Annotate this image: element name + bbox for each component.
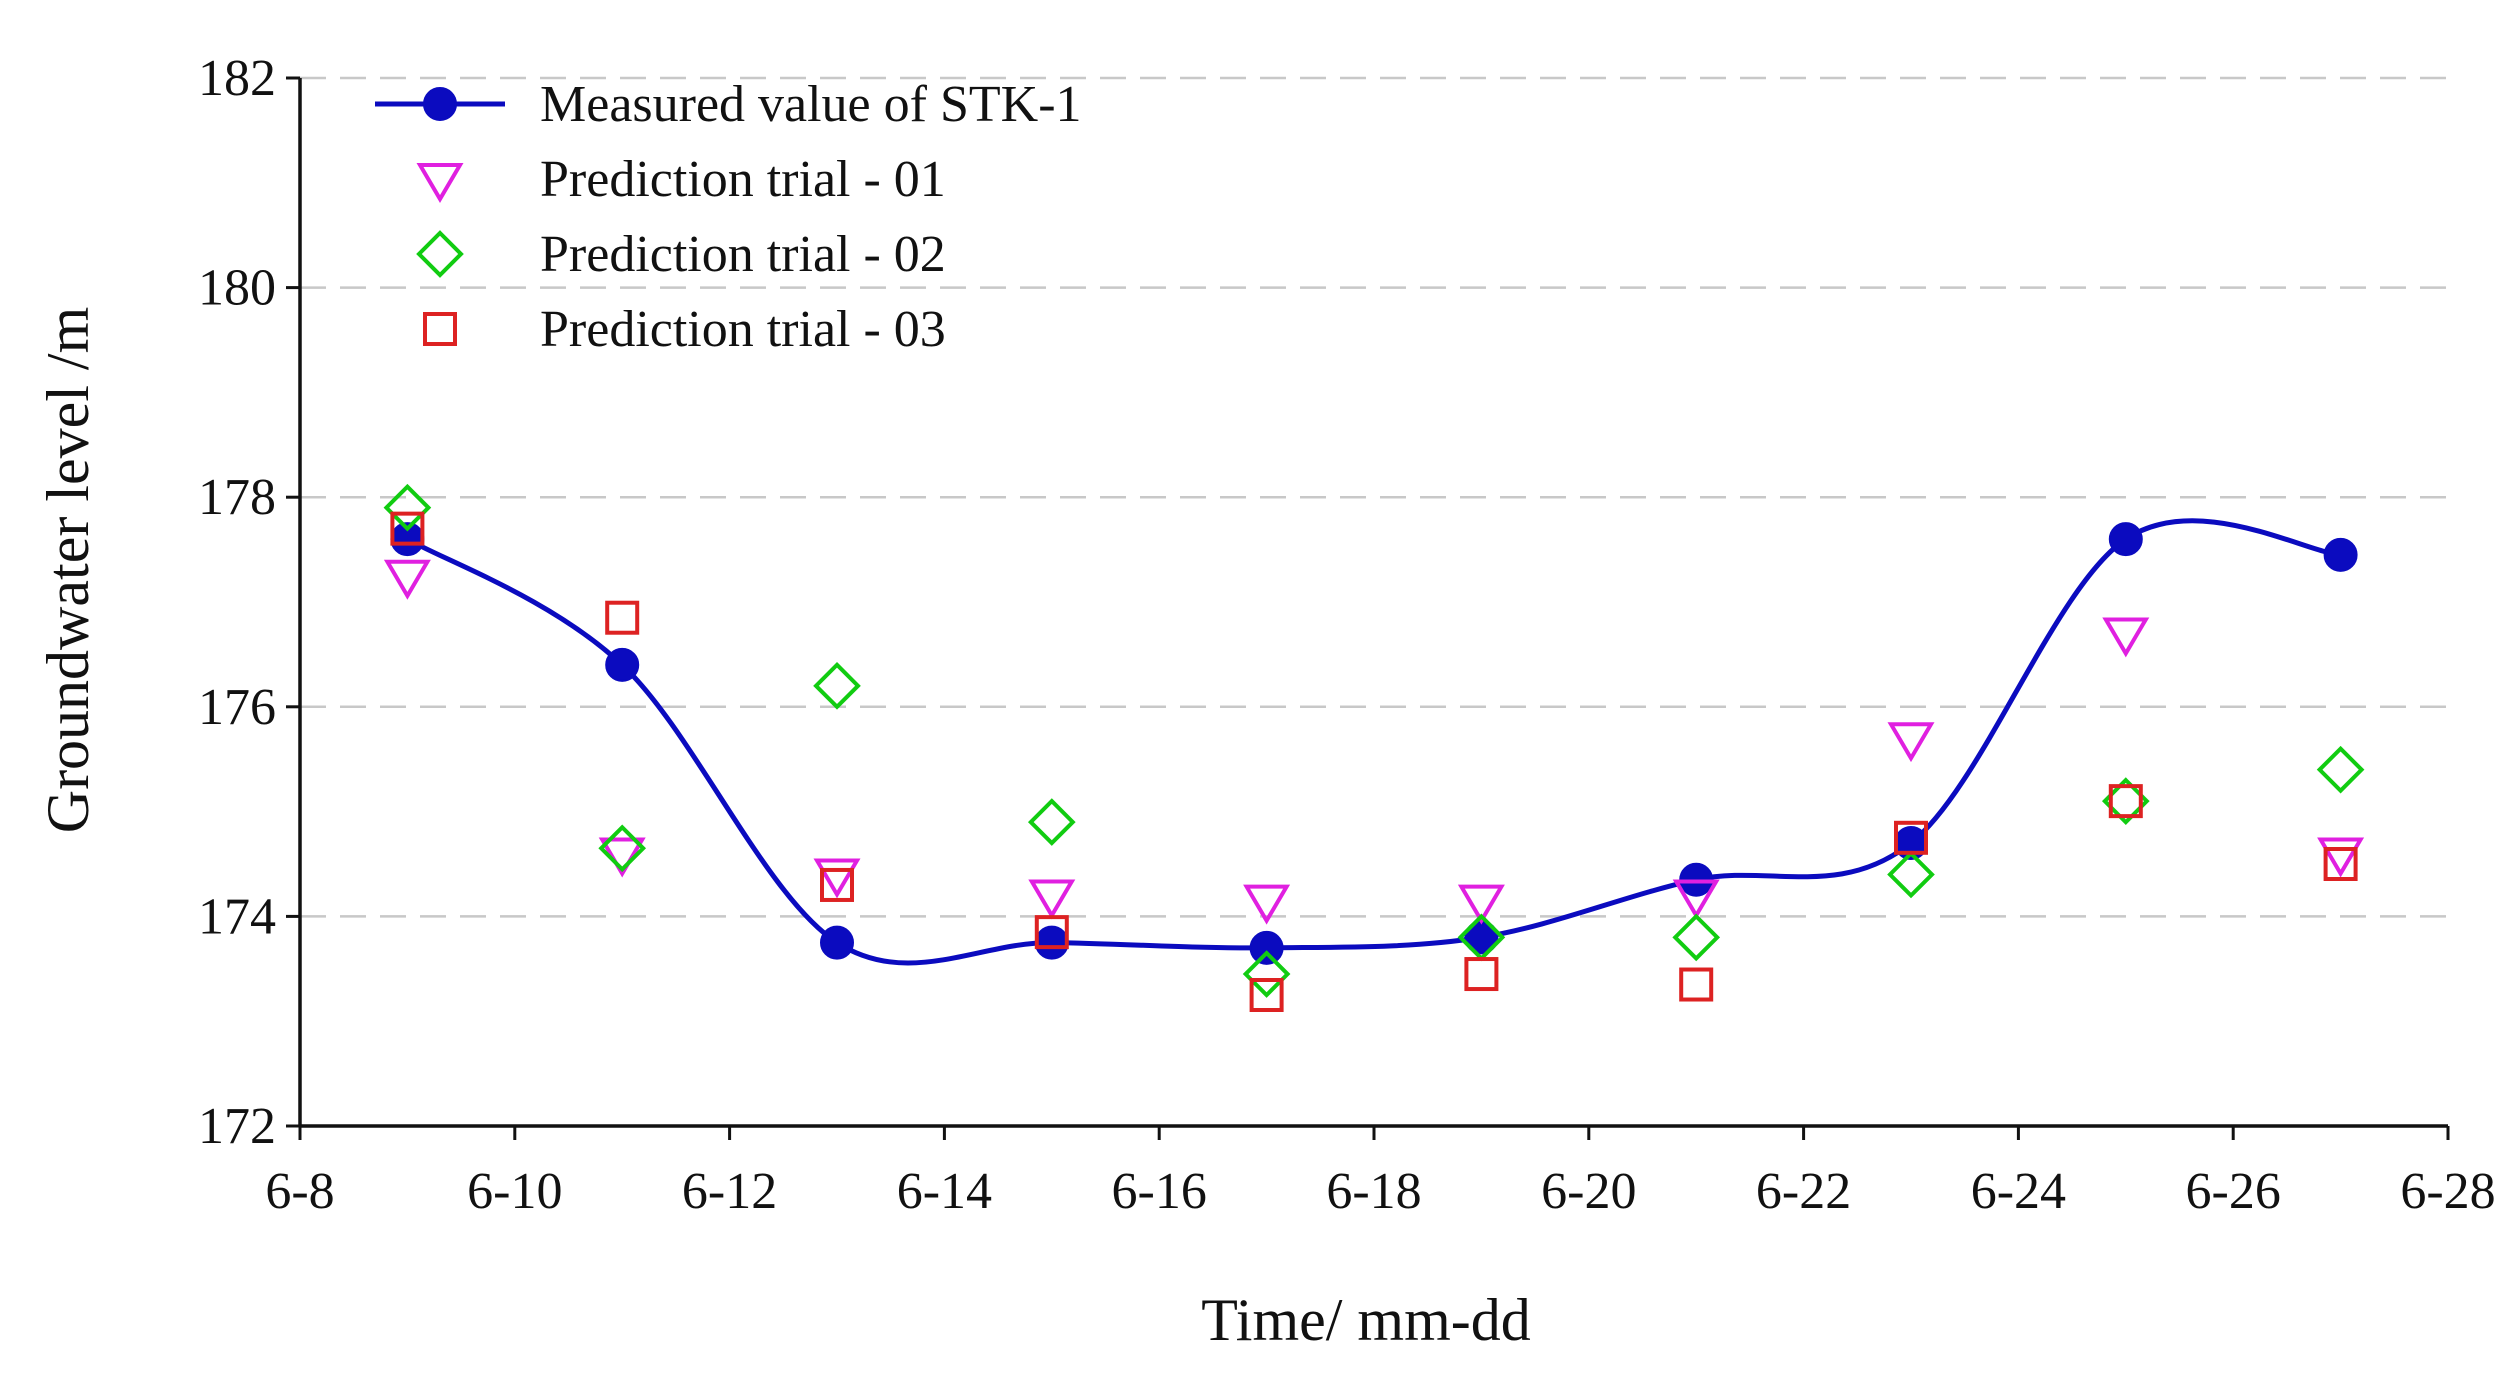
data-point [383, 483, 432, 532]
x-tick-label: 6-10 [467, 1163, 562, 1220]
legend-entry-2: Prediction trial - 01 [416, 151, 946, 208]
data-point [820, 867, 854, 902]
x-tick-label: 6-20 [1541, 1163, 1636, 1220]
y-tick-label: 176 [198, 679, 276, 736]
series-4 [390, 511, 2358, 1012]
x-tick-label: 6-28 [2400, 1163, 2495, 1220]
x-tick-label: 6-12 [682, 1163, 777, 1220]
y-tick-label: 180 [198, 260, 276, 317]
data-point [1894, 820, 1928, 855]
series-line [406, 518, 2341, 966]
data-point [2108, 784, 2143, 819]
y-axis-label: Groundwater level /m [35, 307, 101, 834]
y-tick-label: 178 [198, 469, 276, 526]
data-point [2323, 537, 2358, 572]
data-point [1672, 879, 1720, 920]
x-tick-label: 6-8 [265, 1163, 334, 1220]
data-point [1027, 798, 1076, 846]
data-point [1887, 722, 1935, 763]
legend-marker [423, 312, 457, 346]
data-point [1887, 850, 1935, 899]
x-tick-label: 6-18 [1326, 1163, 1421, 1220]
data-point [820, 925, 854, 960]
legend-entry-3: Prediction trial - 02 [416, 226, 946, 283]
data-point [1034, 915, 1069, 950]
x-axis-label: Time/ mm-dd [1201, 1287, 1531, 1353]
data-point [1249, 978, 1284, 1012]
y-tick-label: 172 [198, 1098, 276, 1155]
y-tick-label: 174 [198, 888, 276, 945]
series-layer [383, 483, 2365, 1012]
x-tick-label: 6-26 [2186, 1163, 2281, 1220]
x-tick-label: 6-24 [1971, 1163, 2066, 1220]
data-point [598, 824, 647, 873]
legend-marker [423, 87, 457, 121]
legend: Measured value of STK-1 Prediction trial … [375, 76, 1082, 358]
data-point [813, 858, 861, 899]
legend-label: Prediction trial - 01 [540, 151, 946, 208]
x-tick-label: 6-22 [1756, 1163, 1851, 1220]
x-axis-ticks: 6-8 6-10 6-12 6-14 6-16 6-18 6-20 6-22 6-24 6-26 6… [265, 1126, 2496, 1220]
legend-marker [416, 230, 464, 278]
y-tick-label: 182 [198, 50, 276, 107]
data-point [2108, 522, 2143, 557]
series-1 [390, 518, 2358, 966]
data-point [1464, 957, 1499, 992]
series-3 [383, 483, 2365, 998]
data-point [1028, 879, 1076, 920]
legend-label: Measured value of STK-1 [540, 76, 1082, 133]
data-point [2102, 617, 2150, 658]
legend-marker [416, 163, 464, 203]
data-point [1249, 930, 1284, 965]
legend-label: Prediction trial - 03 [540, 301, 946, 358]
legend-label: Prediction trial - 02 [540, 226, 946, 283]
data-point [605, 647, 640, 682]
data-point [1243, 884, 1291, 925]
data-point [605, 600, 640, 635]
x-tick-label: 6-16 [1112, 1163, 1207, 1220]
data-point [1672, 913, 1721, 962]
data-point [1457, 884, 1505, 925]
data-point [1034, 925, 1069, 960]
data-point [390, 511, 425, 546]
x-tick-label: 6-14 [897, 1163, 992, 1220]
y-axis-ticks: 172 174 176 178 180 182 [198, 50, 300, 1155]
data-point [2317, 837, 2365, 878]
legend-entry-1: Measured value of STK-1 [375, 76, 1082, 133]
data-point [2323, 847, 2358, 881]
data-point [813, 662, 861, 710]
legend-entry-4: Prediction trial - 03 [423, 301, 946, 358]
data-point [383, 559, 431, 600]
data-point [1679, 967, 1714, 1002]
data-point [1242, 950, 1291, 998]
data-point [2316, 745, 2365, 794]
